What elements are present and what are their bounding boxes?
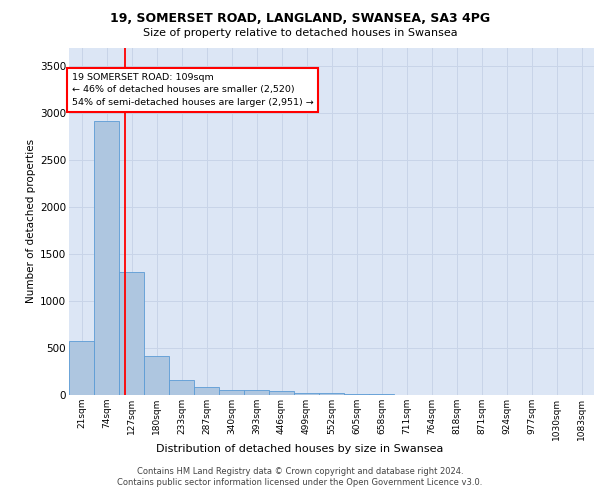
Bar <box>319 394 344 395</box>
Bar <box>294 392 319 395</box>
Bar <box>344 394 369 395</box>
Text: 19 SOMERSET ROAD: 109sqm
← 46% of detached houses are smaller (2,520)
54% of sem: 19 SOMERSET ROAD: 109sqm ← 46% of detach… <box>71 73 313 107</box>
Bar <box>194 388 219 395</box>
Y-axis label: Number of detached properties: Number of detached properties <box>26 139 36 304</box>
Bar <box>94 121 119 395</box>
Text: Contains public sector information licensed under the Open Government Licence v3: Contains public sector information licen… <box>118 478 482 487</box>
Text: Distribution of detached houses by size in Swansea: Distribution of detached houses by size … <box>157 444 443 454</box>
Bar <box>244 390 269 395</box>
Bar <box>369 394 394 395</box>
Text: Size of property relative to detached houses in Swansea: Size of property relative to detached ho… <box>143 28 457 38</box>
Bar <box>269 392 294 395</box>
Bar <box>119 272 144 395</box>
Bar <box>169 380 194 395</box>
Bar <box>69 342 94 395</box>
Bar <box>144 356 169 395</box>
Bar <box>219 390 244 395</box>
Text: 19, SOMERSET ROAD, LANGLAND, SWANSEA, SA3 4PG: 19, SOMERSET ROAD, LANGLAND, SWANSEA, SA… <box>110 12 490 26</box>
Text: Contains HM Land Registry data © Crown copyright and database right 2024.: Contains HM Land Registry data © Crown c… <box>137 467 463 476</box>
